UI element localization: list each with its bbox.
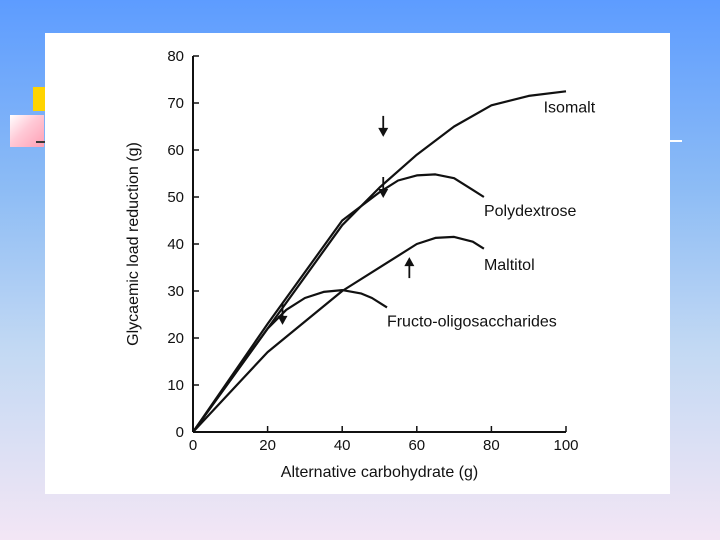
arrow-head bbox=[404, 257, 415, 267]
x-tick-label: 100 bbox=[553, 437, 578, 454]
arrow-head bbox=[378, 127, 389, 137]
arrow-down-icon bbox=[378, 115, 389, 137]
series-line-isomalt bbox=[192, 90, 567, 433]
x-tick-label: 60 bbox=[408, 437, 425, 454]
series-label: Polydextrose bbox=[484, 203, 577, 220]
y-axis-label: Glycaemic load reduction (g) bbox=[125, 142, 142, 346]
decor-line-left bbox=[36, 141, 46, 143]
series-label: Maltitol bbox=[484, 257, 535, 274]
y-tick-label: 40 bbox=[167, 236, 184, 253]
x-tick-label: 40 bbox=[334, 437, 351, 454]
series-line-fructo-oligosaccharides bbox=[192, 289, 388, 433]
x-tick-label: 0 bbox=[189, 437, 197, 454]
arrow-up-icon bbox=[404, 257, 415, 279]
y-tick-label: 80 bbox=[167, 48, 184, 65]
x-tick-label: 80 bbox=[483, 437, 500, 454]
series-line-maltitol bbox=[192, 235, 485, 433]
arrow-head bbox=[277, 315, 288, 325]
chart-series: Isomalt Polydextrose Maltitol Fructo-oligos… bbox=[192, 90, 596, 433]
chart-axes bbox=[192, 56, 566, 433]
y-tick-label: 50 bbox=[167, 189, 184, 206]
chart-svg: 0 20 40 60 80 100 0 10 20 30 40 50 60 70 80 Isomalt Pol… bbox=[125, 48, 596, 481]
x-tick-label: 20 bbox=[259, 437, 276, 454]
arrow-down-icon bbox=[378, 177, 389, 198]
x-axis-label: Alternative carbohydrate (g) bbox=[281, 464, 478, 481]
y-tick-label: 70 bbox=[167, 95, 184, 112]
chart-panel: 0 20 40 60 80 100 0 10 20 30 40 50 60 70 80 Isomalt Pol… bbox=[45, 33, 670, 494]
y-tick-label: 10 bbox=[167, 377, 184, 394]
series-label: Fructo-oligosaccharides bbox=[387, 314, 557, 331]
arrow-head bbox=[378, 189, 389, 198]
y-tick-label: 30 bbox=[167, 283, 184, 300]
chart-ticks: 0 20 40 60 80 100 0 10 20 30 40 50 60 70 80 bbox=[167, 48, 578, 454]
decor-line-right bbox=[668, 140, 682, 142]
arrow-down-icon bbox=[277, 303, 288, 325]
chart-annotations bbox=[277, 115, 415, 325]
series-line-polydextrose bbox=[192, 173, 485, 433]
series-label: Isomalt bbox=[544, 100, 596, 117]
y-tick-label: 0 bbox=[176, 424, 184, 441]
decor-yellow-block bbox=[33, 87, 45, 111]
y-tick-label: 20 bbox=[167, 330, 184, 347]
y-tick-label: 60 bbox=[167, 142, 184, 159]
